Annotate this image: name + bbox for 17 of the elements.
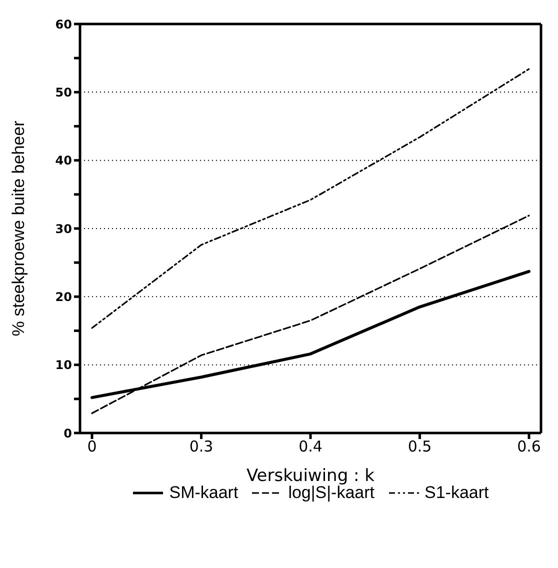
x-tick-label: 0.4 bbox=[298, 438, 322, 456]
legend-label: S1-kaart bbox=[424, 483, 489, 503]
x-axis-title: Verskuiwing : k bbox=[246, 466, 375, 486]
y-tick-label: 0 bbox=[64, 426, 72, 440]
y-axis-title: % steekproewe buite beheer bbox=[9, 120, 28, 336]
y-tick-label: 30 bbox=[55, 222, 72, 236]
legend-label: log|S|-kaart bbox=[288, 483, 375, 503]
x-tick-label: 0.6 bbox=[517, 438, 541, 456]
x-tick-label: 0.5 bbox=[408, 438, 432, 456]
y-tick-label: 10 bbox=[55, 358, 72, 372]
y-tick-label: 20 bbox=[55, 290, 72, 304]
x-tick-label: 0 bbox=[87, 438, 97, 456]
y-tick-label: 60 bbox=[55, 17, 72, 32]
legend-label: SM-kaart bbox=[169, 483, 238, 503]
y-tick-label: 40 bbox=[55, 154, 72, 168]
y-tick-label: 50 bbox=[55, 85, 72, 100]
x-tick-label: 0.3 bbox=[189, 438, 214, 456]
